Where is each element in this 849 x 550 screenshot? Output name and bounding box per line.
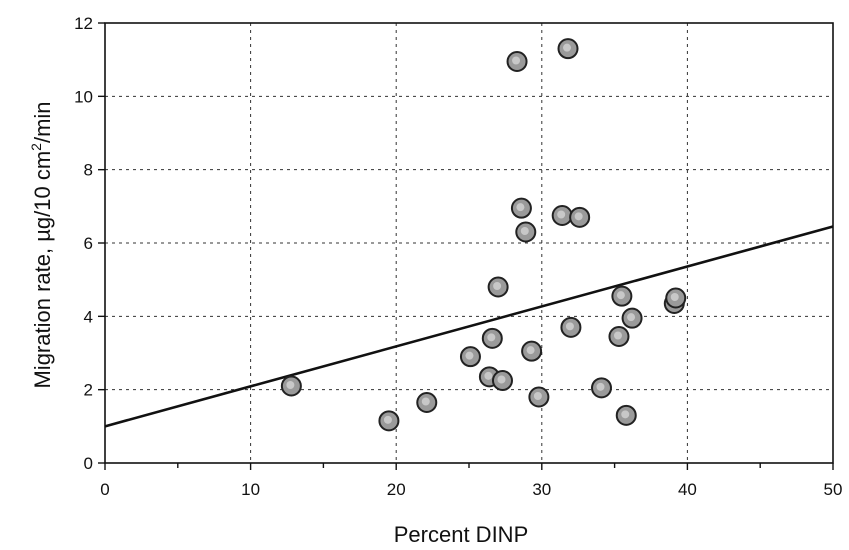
y-tick-label-2: 4	[84, 307, 93, 326]
x-tick-label-2: 20	[387, 480, 406, 499]
data-point-13	[551, 205, 573, 226]
y-axis-label-main: Migration rate, µg/10 cm	[30, 151, 55, 389]
data-point-23	[665, 287, 687, 309]
fit-line-group	[104, 225, 834, 428]
y-tick-label-6: 12	[74, 14, 93, 33]
data-point-6	[487, 276, 509, 298]
data-point-3	[459, 346, 481, 368]
data-point-highlight-15	[565, 322, 574, 331]
data-point-19	[611, 285, 633, 307]
data-point-highlight-20	[621, 410, 630, 419]
data-point-highlight-5	[487, 333, 496, 342]
data-point-14	[557, 38, 579, 60]
y-tick-label-1: 2	[84, 381, 93, 400]
data-point-highlight-3	[465, 351, 474, 360]
y-tick-label-3: 6	[84, 234, 93, 253]
data-point-11	[521, 340, 543, 362]
data-point-8	[506, 51, 528, 72]
data-point-highlight-12	[533, 392, 542, 400]
data-point-2	[416, 392, 438, 413]
x-tick-labels: 0 10 20 30 40 50	[100, 480, 842, 499]
y-tick-label-0: 0	[84, 454, 93, 473]
data-point-highlight-7	[497, 375, 506, 384]
data-points	[280, 38, 687, 432]
x-tick-label-3: 30	[532, 480, 551, 499]
data-point-highlight-8	[512, 56, 521, 65]
data-point-highlight-23	[670, 293, 679, 301]
data-point-15	[560, 316, 582, 338]
data-point-20	[615, 404, 637, 426]
data-point-highlight-11	[526, 346, 535, 355]
y-tick-labels: 0 2 4 6 8 10 12	[74, 14, 93, 473]
x-tick-label-4: 40	[678, 480, 697, 499]
data-point-17	[590, 377, 612, 399]
data-point-highlight-18	[613, 331, 622, 340]
data-point-12	[528, 386, 550, 408]
data-point-1	[378, 410, 400, 432]
data-point-highlight-2	[421, 397, 430, 406]
data-point-highlight-10	[520, 227, 529, 235]
data-point-highlight-4	[484, 371, 493, 380]
data-point-10	[515, 221, 537, 243]
data-point-highlight-0	[286, 381, 295, 389]
data-point-highlight-21	[627, 313, 636, 322]
data-point-highlight-19	[616, 291, 625, 300]
data-point-highlight-13	[557, 210, 566, 219]
x-tick-label-5: 50	[824, 480, 843, 499]
axis-ticks	[98, 22, 834, 470]
data-point-16	[569, 206, 591, 228]
y-axis-label: Migration rate, µg/10 cm2/min	[28, 101, 55, 388]
y-axis-label-tail: /min	[30, 101, 55, 143]
data-point-highlight-16	[574, 212, 583, 221]
data-point-21	[621, 307, 643, 329]
fit-line	[104, 225, 834, 428]
data-point-5	[481, 327, 503, 349]
data-point-highlight-1	[383, 415, 392, 424]
data-point-highlight-6	[493, 282, 502, 290]
data-point-highlight-14	[563, 43, 572, 52]
data-point-highlight-9	[516, 203, 525, 212]
y-axis-label-superscript: 2	[28, 143, 44, 151]
data-point-9	[510, 197, 532, 219]
x-tick-label-0: 0	[100, 480, 109, 499]
data-point-0	[280, 375, 302, 397]
x-tick-label-1: 10	[241, 480, 260, 499]
data-point-18	[608, 326, 630, 347]
x-axis-label: Percent DINP	[394, 522, 529, 547]
data-point-7	[491, 370, 513, 391]
y-tick-label-4: 8	[84, 161, 93, 180]
data-point-highlight-17	[596, 382, 605, 391]
y-tick-label-5: 10	[74, 87, 93, 106]
